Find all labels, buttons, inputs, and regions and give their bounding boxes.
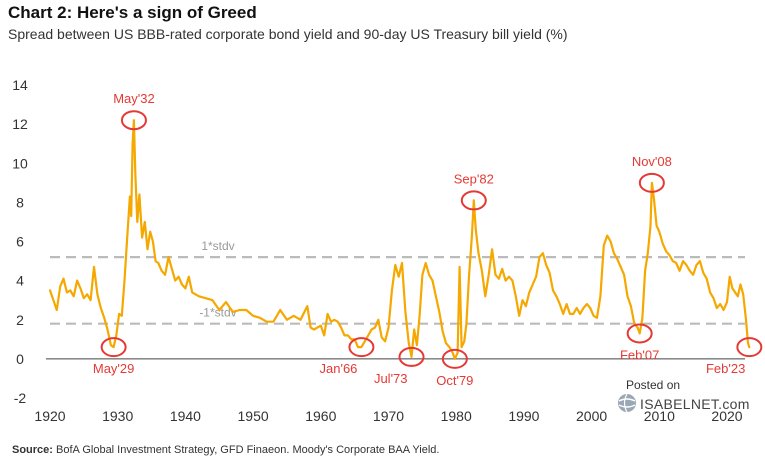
series-line bbox=[48, 119, 751, 360]
y-tick-label: 10 bbox=[12, 155, 28, 171]
y-tick-label: 2 bbox=[16, 312, 24, 328]
highlight-circle bbox=[398, 346, 425, 367]
x-axis: 1920 1930 1940 1950 1960 1970 1980 1990 2000 2010… bbox=[34, 408, 742, 424]
y-tick-label: 8 bbox=[16, 194, 24, 210]
watermark: Posted on ISABELNET.com bbox=[614, 378, 764, 418]
highlight-label: Oct'79 bbox=[436, 373, 473, 388]
highlight-label: Jan'66 bbox=[320, 361, 358, 376]
chart-subtitle: Spread between US BBB-rated corporate bo… bbox=[8, 26, 568, 42]
x-tick-label: 1950 bbox=[238, 408, 269, 424]
highlight-label: Sep'82 bbox=[454, 171, 494, 186]
globe-icon bbox=[618, 393, 636, 413]
watermark-posted: Posted on bbox=[626, 378, 681, 392]
reference-lines: 1*stdv -1*stdv bbox=[46, 239, 745, 360]
annotations: May'32 May'29 Jan'66 Jul'73 Oct'79 Sep'82 Nov'… bbox=[93, 91, 763, 388]
source-label: Source: bbox=[12, 444, 53, 456]
y-tick-label: 12 bbox=[12, 116, 28, 132]
highlight-label: Feb'07 bbox=[620, 347, 659, 362]
highlight-circle bbox=[120, 110, 147, 131]
highlight-circle bbox=[638, 172, 665, 193]
x-tick-label: 2020 bbox=[711, 408, 742, 424]
highlight-circle bbox=[100, 337, 127, 358]
highlight-circle bbox=[736, 337, 763, 358]
y-tick-label: 14 bbox=[12, 77, 28, 93]
x-tick-label: 1960 bbox=[305, 408, 336, 424]
y-tick-label: 4 bbox=[16, 273, 24, 289]
series-line-path bbox=[48, 119, 751, 360]
stdv-label: -1*stdv bbox=[199, 306, 236, 320]
chart-title: Chart 2: Here's a sign of Greed bbox=[8, 3, 257, 22]
highlight-circle bbox=[626, 323, 653, 344]
highlight-circle bbox=[441, 348, 468, 369]
highlight-label: Nov'08 bbox=[632, 154, 672, 169]
x-tick-label: 1930 bbox=[102, 408, 133, 424]
x-tick-label: 1980 bbox=[441, 408, 472, 424]
y-tick-label: -2 bbox=[14, 390, 27, 406]
x-tick-label: 1990 bbox=[508, 408, 539, 424]
y-tick-label: 6 bbox=[16, 234, 24, 250]
highlight-label: May'29 bbox=[93, 361, 135, 376]
highlight-circle bbox=[348, 337, 375, 358]
watermark-brand: ISABELNET.com bbox=[640, 396, 750, 412]
x-tick-label: 1970 bbox=[373, 408, 404, 424]
y-tick-label: 0 bbox=[16, 351, 24, 367]
source-text: BofA Global Investment Strategy, GFD Fin… bbox=[56, 444, 440, 456]
highlight-label: Feb'23 bbox=[706, 361, 745, 376]
chart-source: Source: BofA Global Investment Strategy,… bbox=[12, 444, 439, 456]
x-tick-label: 2000 bbox=[576, 408, 607, 424]
highlight-circle bbox=[460, 190, 487, 211]
stdv-label: 1*stdv bbox=[201, 239, 234, 253]
highlight-label: Jul'73 bbox=[374, 371, 408, 386]
highlight-label: May'32 bbox=[113, 91, 155, 106]
x-tick-label: 1920 bbox=[34, 408, 65, 424]
y-axis: 14 12 10 8 6 4 2 0 -2 bbox=[12, 77, 28, 406]
x-tick-label: 1940 bbox=[170, 408, 201, 424]
x-tick-label: 2010 bbox=[644, 408, 675, 424]
